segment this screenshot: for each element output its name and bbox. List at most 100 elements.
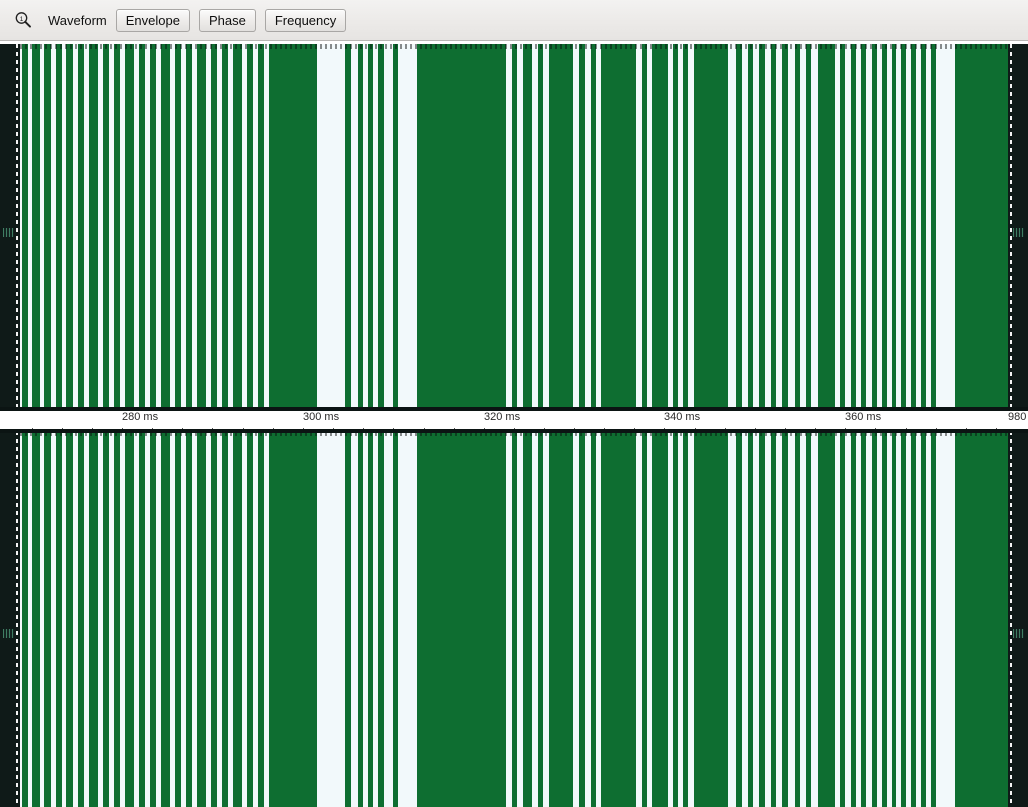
- waveform-band: [851, 431, 856, 807]
- ruler-label: 280 ms: [122, 411, 159, 423]
- waveform-band: [955, 431, 1008, 807]
- ruler-label: 320 ms: [484, 411, 521, 423]
- waveform-band: [512, 431, 517, 807]
- waveform-canvas-right[interactable]: [20, 431, 1008, 807]
- waveform-band: [892, 431, 896, 807]
- waveform-channel-left[interactable]: [0, 44, 1028, 419]
- ruler-label: 980: [1008, 411, 1027, 423]
- waveform-band: [851, 44, 856, 419]
- waveform-canvas-left[interactable]: [20, 44, 1008, 419]
- waveform-band: [694, 44, 728, 419]
- phase-button[interactable]: Phase: [198, 8, 256, 32]
- track-area[interactable]: 280 ms 300 ms 320 ms 340 ms 360 ms 980: [0, 41, 1028, 807]
- waveform-band: [795, 44, 800, 419]
- waveform-band: [872, 431, 877, 807]
- waveform-band: [32, 44, 40, 419]
- waveform-band: [258, 431, 264, 807]
- waveform-band: [222, 44, 228, 419]
- time-ruler-face[interactable]: 280 ms 300 ms 320 ms 340 ms 360 ms 980: [0, 407, 1028, 433]
- waveform-band: [931, 44, 936, 419]
- waveform-noise-crest-right: [20, 431, 1008, 436]
- waveform-band: [673, 431, 678, 807]
- waveform-noise-crest-left: [20, 44, 1008, 49]
- waveform-band: [161, 44, 170, 419]
- waveform-band: [642, 431, 647, 807]
- waveform-band: [233, 44, 242, 419]
- waveform-band: [358, 431, 363, 807]
- waveform-band: [66, 431, 73, 807]
- waveform-band: [247, 431, 253, 807]
- waveform-mode-label: Waveform: [48, 12, 107, 28]
- waveform-band: [197, 44, 206, 419]
- waveform-band: [78, 431, 84, 807]
- waveform-band: [795, 431, 800, 807]
- waveform-band: [258, 44, 264, 419]
- selection-edge-start-right[interactable]: [16, 431, 18, 807]
- ruler-label: 360 ms: [845, 411, 882, 423]
- waveform-band: [683, 431, 688, 807]
- waveform-band: [736, 44, 742, 419]
- waveform-band: [591, 431, 596, 807]
- waveform-band: [150, 431, 156, 807]
- selection-edge-end-left[interactable]: [1010, 44, 1012, 419]
- waveform-band: [161, 431, 170, 807]
- waveform-band: [882, 431, 887, 807]
- waveform-band: [911, 44, 916, 419]
- waveform-band: [538, 44, 543, 419]
- waveform-band: [806, 431, 811, 807]
- waveform-band: [683, 44, 688, 419]
- waveform-band: [579, 44, 585, 419]
- waveform-channel-right[interactable]: [0, 431, 1028, 807]
- waveform-band: [673, 44, 678, 419]
- waveform-band: [523, 44, 532, 419]
- waveform-band: [601, 431, 636, 807]
- waveform-stripes-right: [20, 431, 1008, 807]
- waveform-band: [806, 44, 811, 419]
- waveform-band: [652, 431, 668, 807]
- waveform-band: [840, 431, 845, 807]
- zoom-magnifier-1-icon[interactable]: 1: [6, 5, 40, 35]
- waveform-band: [601, 44, 636, 419]
- waveform-band: [901, 44, 906, 419]
- selection-edge-end-right[interactable]: [1010, 431, 1012, 807]
- waveform-band: [782, 431, 788, 807]
- ruler-label: 340 ms: [664, 411, 701, 423]
- ruler-label: 300 ms: [303, 411, 340, 423]
- waveform-band: [901, 431, 906, 807]
- waveform-band: [32, 431, 40, 807]
- waveform-band: [861, 431, 866, 807]
- waveform-band: [921, 44, 926, 419]
- waveform-band: [269, 44, 317, 419]
- waveform-band: [417, 431, 506, 807]
- waveform-band: [549, 44, 573, 419]
- waveform-band: [345, 431, 351, 807]
- waveform-band: [211, 44, 217, 419]
- level-tick-left-gutter-2: [3, 629, 14, 638]
- waveform-band: [222, 431, 228, 807]
- frequency-button[interactable]: Frequency: [264, 8, 347, 32]
- envelope-button[interactable]: Envelope: [115, 8, 190, 32]
- level-tick-left-gutter: [3, 228, 14, 237]
- waveform-band: [861, 44, 866, 419]
- waveform-band: [771, 431, 776, 807]
- waveform-band: [44, 431, 51, 807]
- waveform-band: [393, 431, 398, 807]
- waveform-band: [417, 44, 506, 419]
- waveform-band: [549, 431, 573, 807]
- time-ruler[interactable]: 280 ms 300 ms 320 ms 340 ms 360 ms 980: [0, 407, 1028, 433]
- toolbar: 1 Waveform Envelope Phase Frequency: [0, 0, 1028, 41]
- waveform-band: [378, 431, 384, 807]
- waveform-band: [345, 44, 351, 419]
- waveform-band: [538, 431, 543, 807]
- waveform-band: [22, 431, 28, 807]
- waveform-band: [269, 431, 317, 807]
- waveform-band: [652, 44, 668, 419]
- selection-edge-start-left[interactable]: [16, 44, 18, 419]
- waveform-band: [211, 431, 217, 807]
- ruler-band-top: [0, 407, 1028, 411]
- waveform-stripes-left: [20, 44, 1008, 419]
- waveform-band: [139, 44, 145, 419]
- waveform-band: [175, 431, 181, 807]
- waveform-band: [748, 44, 753, 419]
- waveform-band: [579, 431, 585, 807]
